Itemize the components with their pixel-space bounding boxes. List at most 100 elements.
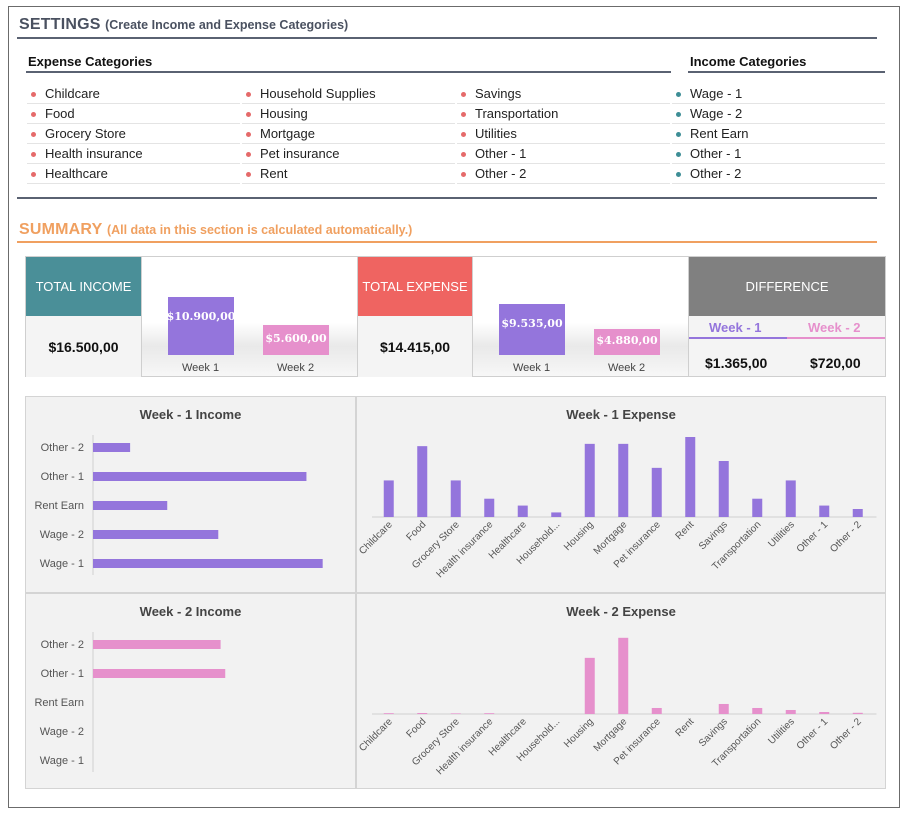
income-category-cell[interactable]: Other - 2 — [672, 164, 885, 184]
week1-income-chart-svg: Other - 2 Other - 1 Rent Earn Wage - 2 Wage … — [34, 435, 323, 575]
bullet-icon — [461, 132, 466, 137]
expense-category-cell[interactable]: Housing — [242, 104, 455, 124]
expense-category-cell[interactable]: Childcare — [27, 84, 240, 104]
income-week1-bar: $10.900,00 — [167, 297, 235, 355]
tick-label: Other - 1 — [795, 716, 831, 752]
income-category-cell[interactable]: Other - 1 — [672, 144, 885, 164]
bar — [417, 712, 428, 714]
bar — [517, 505, 528, 517]
bullet-icon — [676, 152, 681, 157]
bar — [584, 657, 595, 714]
bar — [819, 711, 830, 714]
bullet-icon — [676, 132, 681, 137]
tick-label: Savings — [697, 716, 730, 749]
week2-expense-chart: Week - 2 Expense Childcare Food Grocery St… — [356, 593, 886, 789]
bar — [93, 530, 219, 539]
expense-category-cell[interactable]: Health insurance — [27, 144, 240, 164]
expense-category-cell[interactable]: Utilities — [457, 124, 670, 144]
tick-label: Wage - 2 — [40, 529, 84, 541]
week2-income-chart: Week - 2 Income Other - 2 Other - 1 Rent E… — [25, 593, 356, 789]
tick-label: Wage - 2 — [40, 726, 84, 738]
bar — [584, 443, 595, 517]
bar — [93, 559, 323, 568]
bar — [718, 703, 729, 714]
total-expense-value: $14.415,00 — [358, 316, 472, 377]
bar — [651, 707, 662, 714]
total-expense-label: TOTAL EXPENSE — [358, 257, 472, 316]
income-week1-label: Week 1 — [182, 362, 220, 374]
diff-week2-label: Week - 2 — [808, 320, 861, 335]
expense-weeks-panel: $9.535,00 $4.880,00 Week 1 Week 2 — [473, 256, 688, 377]
bar — [785, 480, 796, 517]
settings-subtitle: (Create Income and Expense Categories) — [105, 18, 349, 32]
diff-week1-label: Week - 1 — [709, 320, 762, 335]
chart-title: Week - 1 Expense — [566, 407, 676, 422]
tick-label: Other - 1 — [795, 519, 831, 555]
tick-label: Savings — [697, 519, 730, 552]
week2-income-chart-svg: Other - 2 Other - 1 Rent Earn Wage - 2 Wage … — [34, 632, 226, 772]
summary-divider — [17, 241, 877, 243]
expense-category-cell[interactable]: Rent — [242, 164, 455, 184]
expense-category-cell[interactable]: Other - 2 — [457, 164, 670, 184]
tick-label: Rent Earn — [34, 697, 84, 709]
bullet-icon — [461, 92, 466, 97]
tick-label: Health insurance — [435, 519, 496, 580]
income-category-cell[interactable]: Wage - 1 — [672, 84, 885, 104]
tick-label: Other - 2 — [828, 716, 864, 752]
tick-label: Utilities — [766, 519, 797, 550]
tick-label: Wage - 1 — [40, 558, 84, 570]
total-income-label: TOTAL INCOME — [26, 257, 141, 316]
tick-label: Rent Earn — [34, 500, 84, 512]
bullet-icon — [31, 172, 36, 177]
bullet-icon — [246, 112, 251, 117]
bar — [93, 501, 168, 510]
income-column: Wage - 1 Wage - 2 Rent Earn Other - 1 Ot… — [672, 84, 885, 184]
expense-category-cell[interactable]: Mortgage — [242, 124, 455, 144]
expense-category-cell[interactable]: Household Supplies — [242, 84, 455, 104]
expense-category-cell[interactable]: Grocery Store — [27, 124, 240, 144]
tick-label: Utilities — [766, 716, 797, 747]
tick-label: Other - 2 — [41, 442, 84, 454]
bar — [685, 437, 696, 517]
income-category-cell[interactable]: Rent Earn — [672, 124, 885, 144]
total-income-value: $16.500,00 — [26, 316, 141, 377]
chart-title: Week - 1 Income — [139, 407, 242, 422]
bar — [618, 443, 629, 517]
expense-category-cell[interactable]: Other - 1 — [457, 144, 670, 164]
bar — [484, 498, 495, 517]
summary-subtitle: (All data in this section is calculated … — [106, 223, 413, 237]
tick-label: Housing — [562, 716, 596, 750]
chart-title: Week - 2 Expense — [566, 604, 676, 619]
expense-category-cell[interactable]: Food — [27, 104, 240, 124]
expense-category-cell[interactable]: Savings — [457, 84, 670, 104]
expense-week1-bar: $9.535,00 — [499, 304, 565, 355]
bar — [852, 509, 863, 517]
income-category-cell[interactable]: Wage - 2 — [672, 104, 885, 124]
income-weeks-panel: $10.900,00 $5.600,00 Week 1 Week 2 — [142, 256, 357, 377]
difference-card: DIFFERENCE Week - 1 Week - 2 $1.365,00 $… — [688, 256, 886, 377]
settings-title-text: SETTINGS — [19, 16, 101, 33]
bar — [383, 480, 394, 517]
diff-week1-underline — [689, 337, 787, 339]
income-heading-rule — [688, 71, 885, 73]
bullet-icon — [676, 112, 681, 117]
bullet-icon — [246, 172, 251, 177]
bullet-icon — [461, 172, 466, 177]
expense-category-cell[interactable]: Healthcare — [27, 164, 240, 184]
bar — [450, 480, 461, 517]
diff-week2-underline — [787, 337, 885, 339]
income-week2-label: Week 2 — [277, 362, 315, 374]
expense-column-2: Household Supplies Housing Mortgage Pet … — [242, 84, 455, 184]
expense-category-cell[interactable]: Transportation — [457, 104, 670, 124]
total-income-card: TOTAL INCOME $16.500,00 — [25, 256, 142, 377]
bullet-icon — [676, 172, 681, 177]
expense-category-cell[interactable]: Pet insurance — [242, 144, 455, 164]
settings-title: SETTINGS (Create Income and Expense Cate… — [19, 16, 348, 34]
bar — [93, 443, 131, 452]
total-expense-card: TOTAL EXPENSE $14.415,00 — [357, 256, 473, 377]
bar — [484, 713, 495, 714]
bar — [618, 637, 629, 714]
tick-label: Food — [404, 519, 428, 543]
bar — [450, 713, 461, 714]
